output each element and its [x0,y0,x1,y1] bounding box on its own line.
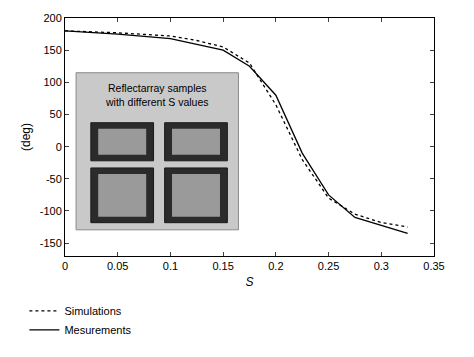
svg-text:-100: -100 [40,205,62,217]
svg-text:0.2: 0.2 [268,260,283,272]
svg-text:0.1: 0.1 [163,260,178,272]
svg-text:150: 150 [43,44,61,56]
svg-text:Reflectarray sampleswith diffe: Reflectarray sampleswith different S val… [105,82,209,108]
svg-text:0.35: 0.35 [423,260,444,272]
svg-text:0.15: 0.15 [212,260,233,272]
svg-text:0: 0 [56,141,62,153]
svg-text:S: S [245,275,253,289]
svg-text:-150: -150 [40,237,62,249]
svg-text:0.3: 0.3 [374,260,389,272]
svg-text:(deg): (deg) [19,123,33,151]
svg-text:0.25: 0.25 [318,260,339,272]
svg-text:Mesurements: Mesurements [64,324,131,336]
svg-text:Simulations: Simulations [64,305,121,317]
svg-text:100: 100 [43,76,61,88]
svg-text:0: 0 [62,260,68,272]
svg-text:50: 50 [50,108,62,120]
svg-text:-50: -50 [46,173,62,185]
svg-text:200: 200 [43,12,61,24]
svg-text:0.05: 0.05 [107,260,128,272]
